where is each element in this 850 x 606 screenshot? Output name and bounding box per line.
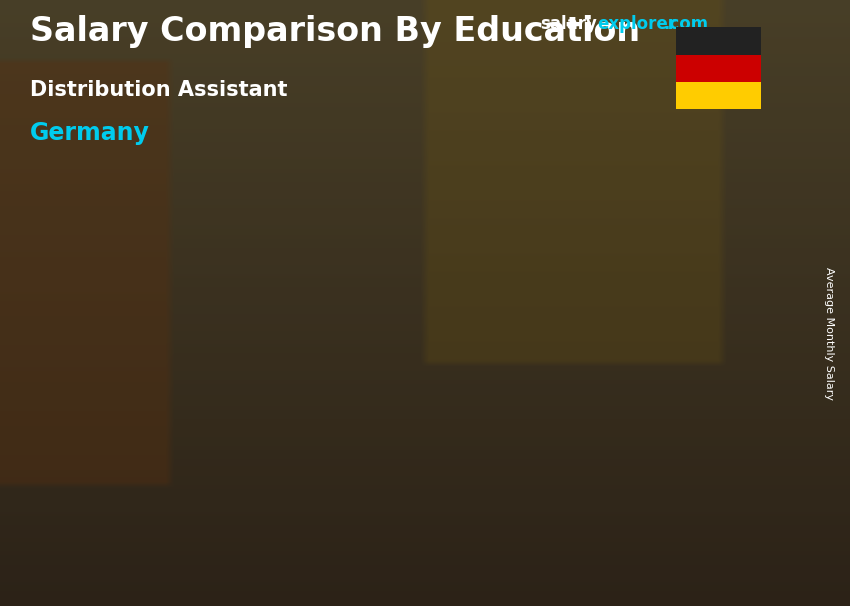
Polygon shape	[437, 307, 453, 503]
Polygon shape	[122, 373, 224, 387]
Text: 4,540 EUR: 4,540 EUR	[578, 160, 682, 178]
Text: Distribution Assistant: Distribution Assistant	[30, 80, 287, 100]
Polygon shape	[666, 184, 682, 503]
Text: Salary Comparison By Education: Salary Comparison By Education	[30, 15, 640, 48]
Bar	[676, 55, 761, 82]
Polygon shape	[208, 373, 224, 503]
Text: High School: High School	[113, 528, 233, 547]
Text: Bachelor’s
Degree: Bachelor’s Degree	[576, 528, 683, 570]
Text: 2,700 EUR: 2,700 EUR	[350, 284, 453, 302]
Polygon shape	[579, 198, 666, 503]
Text: Certificate or
Diploma: Certificate or Diploma	[335, 528, 468, 570]
Text: .com: .com	[663, 15, 708, 33]
Text: salary: salary	[540, 15, 597, 33]
Polygon shape	[579, 184, 682, 198]
Bar	[676, 82, 761, 109]
Text: Germany: Germany	[30, 121, 150, 145]
Polygon shape	[350, 321, 437, 503]
Text: +57%: +57%	[222, 236, 339, 270]
Text: 1,720 EUR: 1,720 EUR	[110, 350, 214, 368]
Text: +68%: +68%	[450, 112, 568, 146]
Polygon shape	[122, 387, 208, 503]
Polygon shape	[350, 307, 453, 321]
Text: Average Monthly Salary: Average Monthly Salary	[824, 267, 834, 400]
Bar	[676, 27, 761, 55]
Text: explorer: explorer	[598, 15, 677, 33]
